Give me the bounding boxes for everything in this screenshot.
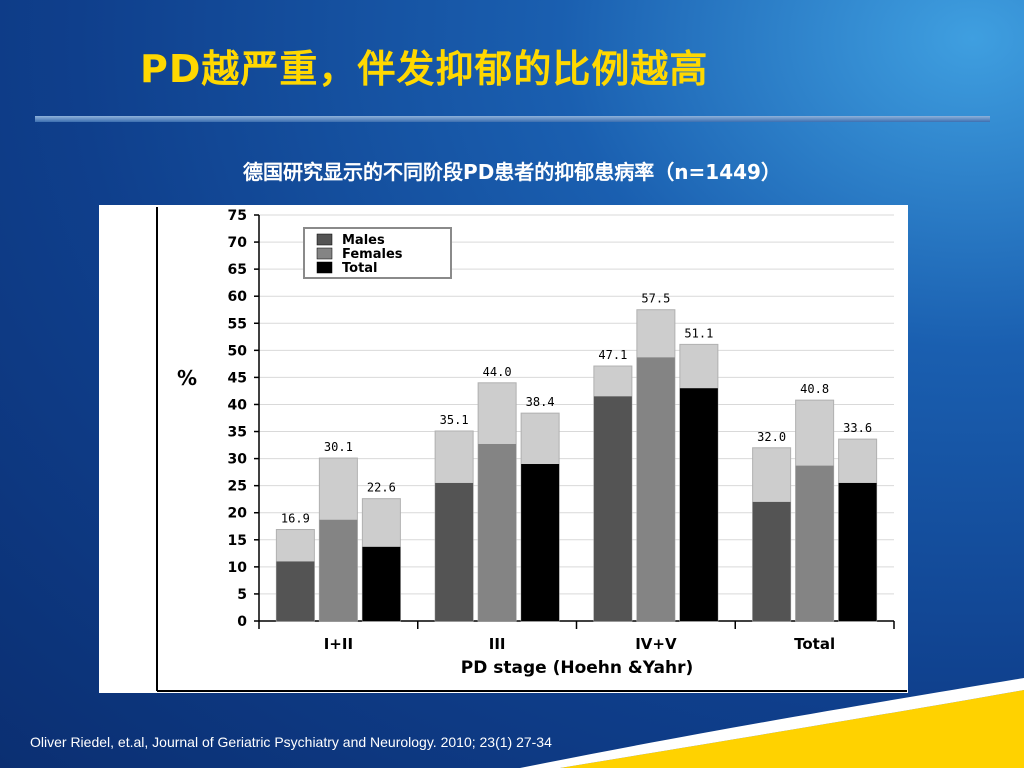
title-divider [35, 116, 990, 122]
y-tick-label: 50 [228, 343, 248, 359]
bar-females [478, 443, 517, 621]
bar-value-label: 38.4 [526, 395, 555, 409]
bar-males [593, 396, 632, 621]
y-tick-label: 5 [237, 587, 247, 603]
citation: Oliver Riedel, et.al, Journal of Geriatr… [30, 734, 552, 750]
y-tick-label: 45 [228, 370, 247, 386]
bar-value-label: 44.0 [483, 365, 512, 379]
legend-swatch [316, 261, 333, 274]
y-tick-label: 40 [228, 397, 248, 413]
bar-value-label: 40.8 [800, 382, 829, 396]
bar-total [838, 482, 877, 621]
y-tick-label: 10 [228, 560, 248, 576]
slide-title: PD越严重，伴发抑郁的比例越高 [140, 47, 709, 91]
y-tick-label: 65 [228, 262, 247, 278]
bar-females [319, 519, 358, 621]
y-axis-label: % [177, 366, 197, 390]
bar-females [636, 357, 675, 621]
legend-swatch [316, 233, 333, 246]
chart-subtitle: 德国研究显示的不同阶段PD患者的抑郁患病率（n=1449） [243, 160, 781, 184]
bar-value-label: 30.1 [324, 440, 353, 454]
bar-males [752, 501, 791, 621]
legend-label: Males [342, 233, 385, 248]
bar-females [795, 465, 834, 621]
x-category-label: I+II [324, 635, 353, 653]
bar-value-label: 51.1 [684, 326, 713, 340]
y-tick-label: 0 [237, 614, 247, 630]
x-category-label: IV+V [635, 635, 677, 653]
y-tick-label: 75 [228, 208, 247, 224]
y-tick-label: 60 [228, 289, 248, 305]
legend-label: Females [342, 247, 403, 262]
bar-total [362, 546, 401, 621]
bar-males [435, 482, 474, 621]
bar-value-label: 22.6 [367, 481, 396, 495]
legend-swatch [316, 247, 333, 260]
y-tick-label: 20 [228, 506, 248, 522]
x-category-label: Total [794, 635, 835, 653]
y-tick-label: 25 [228, 479, 247, 495]
bar-value-label: 33.6 [843, 421, 872, 435]
y-tick-label: 35 [228, 425, 247, 441]
y-tick-label: 30 [228, 452, 248, 468]
bar-value-label: 32.0 [757, 430, 786, 444]
bar-value-label: 47.1 [598, 348, 627, 362]
bar-total [679, 388, 718, 621]
y-tick-label: 70 [228, 235, 248, 251]
x-axis-label: PD stage (Hoehn &Yahr) [461, 658, 693, 678]
chart-panel: 0 5 10 15 20 25 30 35 40 45 50 55 60 65 70 75% 16.9 30.1 2… [99, 205, 908, 693]
bar-value-label: 35.1 [440, 413, 469, 427]
legend-label: Total [342, 261, 378, 276]
y-tick-label: 15 [228, 533, 247, 549]
bar-total [521, 464, 560, 621]
bar-chart: 0 5 10 15 20 25 30 35 40 45 50 55 60 65 70 75% 16.9 30.1 2… [156, 207, 907, 692]
x-category-label: III [489, 635, 506, 653]
bar-males [276, 561, 315, 621]
bar-value-label: 57.5 [641, 292, 670, 306]
bar-value-label: 16.9 [281, 512, 310, 526]
y-tick-label: 55 [228, 316, 247, 332]
